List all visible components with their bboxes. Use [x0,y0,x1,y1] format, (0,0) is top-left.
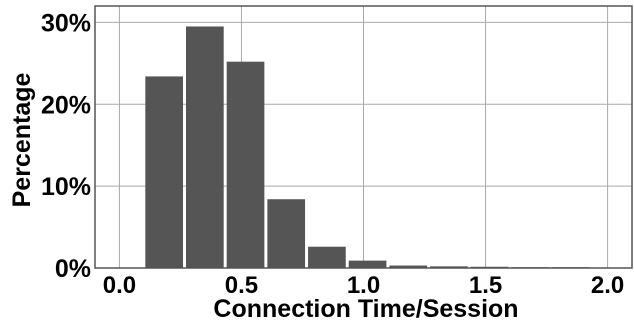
bar-6 [389,265,428,268]
x-tick-label-3: 1.5 [469,272,502,299]
bar-7 [430,266,468,268]
x-tick-label-0: 0.0 [103,272,136,299]
y-tick-label-0: 0% [55,255,91,283]
plot-frame [94,5,633,269]
tick-labels: 0.0 0.5 1.0 1.5 2.0 0% 10% 20% 30% [41,9,624,299]
x-tick-label-2: 1.0 [347,272,380,299]
bar-4 [308,246,346,268]
y-tick-label-1: 10% [41,173,91,201]
bar-0 [145,76,184,268]
y-axis-label: Percentage [8,73,36,208]
bar-2 [226,61,265,268]
bar-1 [186,26,224,268]
bar-3 [267,199,306,268]
x-axis-label: Connection Time/Session [213,295,518,323]
x-tick-label-1: 0.5 [225,272,258,299]
y-tick-label-2: 20% [41,91,91,119]
y-tick-label-3: 30% [41,9,91,37]
x-tick-label-4: 2.0 [591,272,624,299]
bar-5 [348,260,387,268]
bars [145,26,590,268]
